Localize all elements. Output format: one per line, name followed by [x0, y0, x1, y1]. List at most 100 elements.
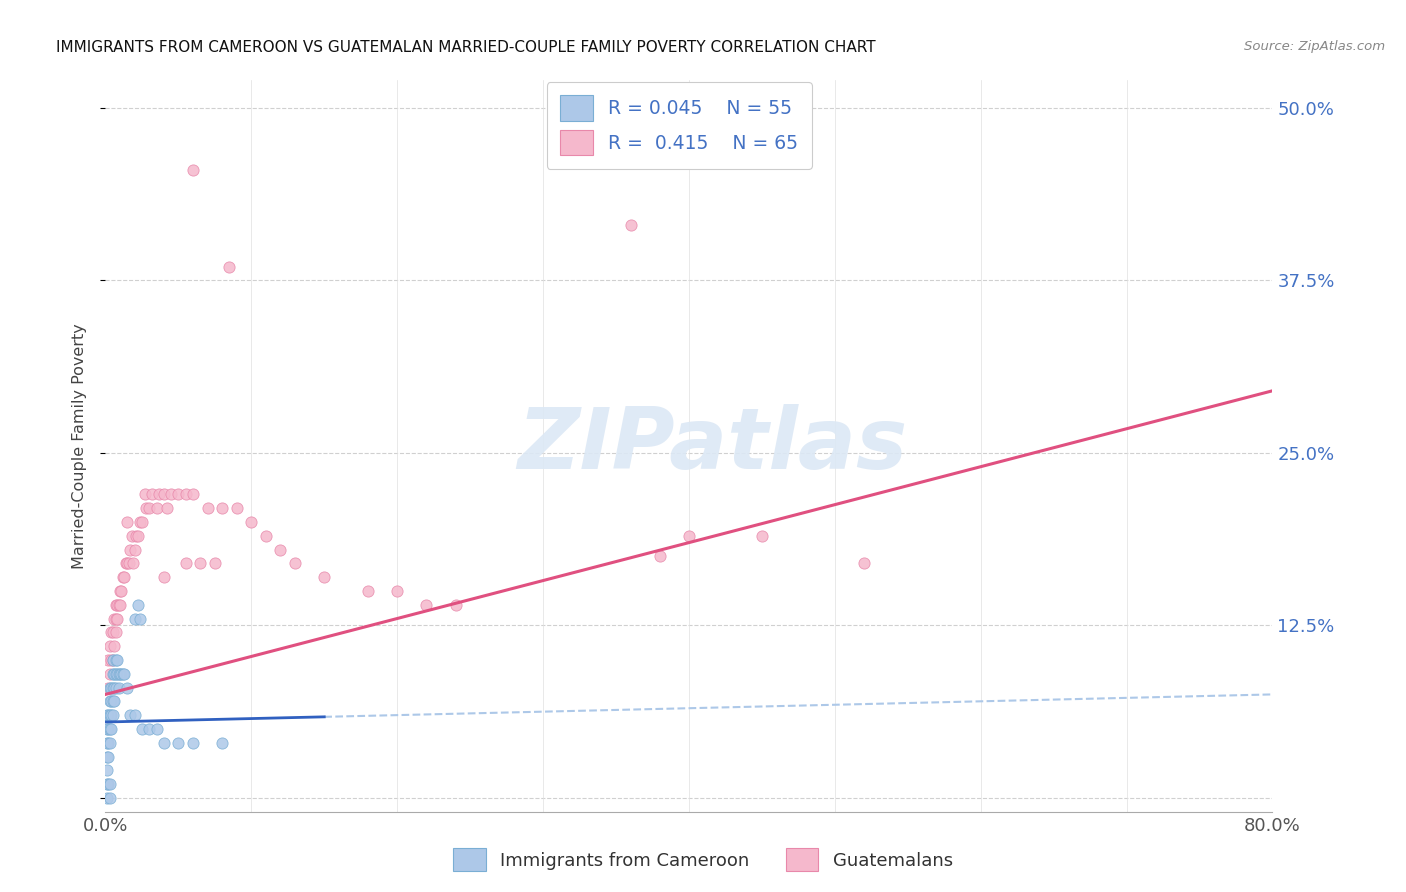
Point	[218, 260, 240, 274]
Point	[225, 501, 247, 516]
Point	[104, 598, 127, 612]
Point	[100, 708, 122, 723]
Point	[104, 653, 127, 667]
Point	[127, 529, 149, 543]
Point	[124, 542, 146, 557]
Point	[156, 501, 179, 516]
Point	[204, 557, 226, 571]
Point	[96, 777, 118, 791]
Point	[108, 666, 131, 681]
Point	[103, 611, 125, 625]
Point	[96, 791, 118, 805]
Point	[105, 598, 128, 612]
Point	[104, 611, 127, 625]
Point	[134, 487, 156, 501]
Point	[96, 736, 118, 750]
Point	[678, 529, 700, 543]
Point	[120, 542, 142, 557]
Point	[101, 694, 124, 708]
Point	[444, 598, 467, 612]
Point	[648, 549, 671, 564]
Point	[96, 764, 118, 778]
Point	[852, 557, 875, 571]
Point	[197, 501, 219, 516]
Point	[112, 666, 135, 681]
Point	[112, 570, 135, 584]
Legend: Immigrants from Cameroon, Guatemalans: Immigrants from Cameroon, Guatemalans	[446, 841, 960, 879]
Point	[121, 529, 143, 543]
Point	[131, 722, 153, 736]
Point	[107, 681, 129, 695]
Point	[103, 666, 125, 681]
Point	[385, 583, 408, 598]
Point	[122, 557, 145, 571]
Point	[101, 666, 124, 681]
Point	[97, 722, 120, 736]
Point	[104, 681, 127, 695]
Point	[141, 487, 163, 501]
Point	[104, 625, 127, 640]
Point	[145, 722, 167, 736]
Point	[181, 163, 204, 178]
Point	[211, 501, 233, 516]
Point	[100, 722, 122, 736]
Point	[153, 736, 174, 750]
Point	[97, 653, 120, 667]
Point	[145, 501, 167, 516]
Point	[124, 611, 146, 625]
Point	[118, 557, 141, 571]
Text: Source: ZipAtlas.com: Source: ZipAtlas.com	[1244, 40, 1385, 54]
Point	[100, 694, 122, 708]
Point	[117, 557, 139, 571]
Point	[105, 611, 128, 625]
Point	[108, 598, 131, 612]
Point	[135, 501, 157, 516]
Point	[105, 653, 128, 667]
Point	[98, 694, 121, 708]
Point	[269, 542, 292, 557]
Point	[181, 487, 204, 501]
Point	[101, 653, 124, 667]
Point	[120, 708, 142, 723]
Point	[211, 736, 233, 750]
Point	[96, 708, 118, 723]
Point	[174, 557, 197, 571]
Point	[105, 666, 128, 681]
Point	[97, 681, 120, 695]
Point	[129, 611, 152, 625]
Point	[751, 529, 773, 543]
Point	[124, 708, 146, 723]
Point	[181, 736, 204, 750]
Point	[129, 515, 152, 529]
Point	[101, 653, 124, 667]
Point	[254, 529, 277, 543]
Point	[98, 736, 121, 750]
Point	[167, 487, 190, 501]
Point	[98, 708, 121, 723]
Point	[97, 749, 120, 764]
Point	[138, 722, 160, 736]
Point	[284, 557, 307, 571]
Point	[101, 708, 124, 723]
Point	[153, 487, 174, 501]
Point	[619, 218, 641, 232]
Point	[415, 598, 437, 612]
Text: IMMIGRANTS FROM CAMEROON VS GUATEMALAN MARRIED-COUPLE FAMILY POVERTY CORRELATION: IMMIGRANTS FROM CAMEROON VS GUATEMALAN M…	[56, 40, 876, 55]
Point	[111, 666, 134, 681]
Point	[103, 681, 125, 695]
Point	[98, 777, 121, 791]
Point	[98, 791, 121, 805]
Point	[148, 487, 170, 501]
Point	[100, 653, 122, 667]
Point	[103, 639, 125, 653]
Point	[117, 681, 139, 695]
Point	[103, 694, 125, 708]
Point	[98, 681, 121, 695]
Point	[101, 681, 124, 695]
Point	[100, 681, 122, 695]
Point	[97, 777, 120, 791]
Point	[357, 583, 380, 598]
Point	[97, 708, 120, 723]
Point	[107, 598, 129, 612]
Point	[100, 625, 122, 640]
